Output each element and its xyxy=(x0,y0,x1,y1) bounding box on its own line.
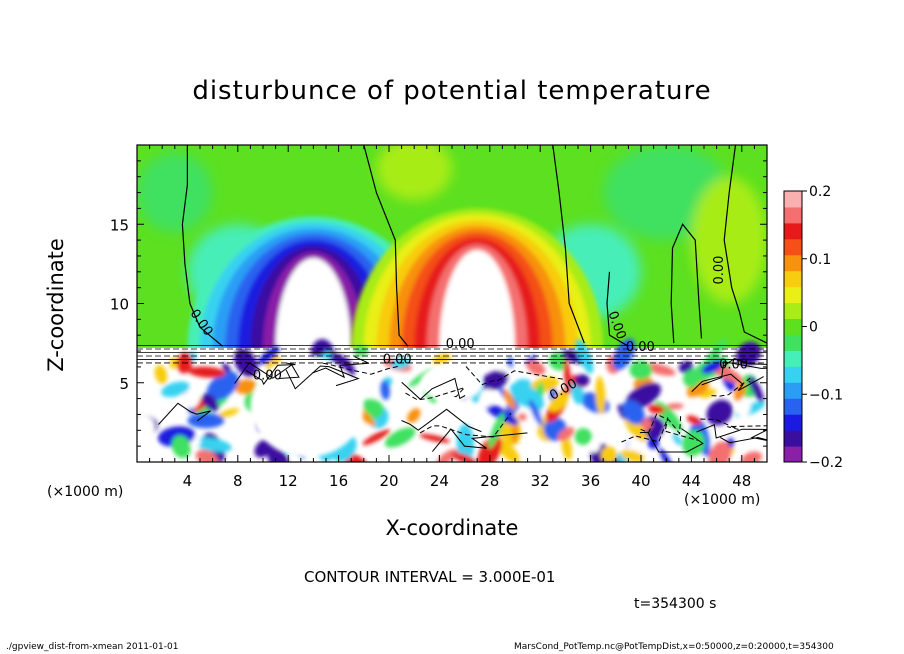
colorbar-segment xyxy=(784,286,802,304)
x-tick-label: 4 xyxy=(183,472,193,490)
colorbar-segment xyxy=(784,414,802,431)
contour-label: 0.00 xyxy=(383,353,412,368)
colorbar-segment xyxy=(784,382,802,399)
contour-interval-label: CONTOUR INTERVAL = 3.000E-01 xyxy=(304,568,556,586)
colorbar-segment xyxy=(784,430,802,447)
colorbar-tick-label: −0.2 xyxy=(809,455,843,471)
colorbar-segment xyxy=(784,191,802,208)
x-tick-label: 12 xyxy=(279,472,298,490)
x-tick-label: 40 xyxy=(631,472,650,490)
lower-contours xyxy=(158,356,767,453)
x-tick-label: 16 xyxy=(329,472,348,490)
colorbar-segment xyxy=(784,254,802,272)
x-tick-label: 24 xyxy=(430,472,449,490)
colorbar-segment xyxy=(784,446,802,463)
y-tick-label: 10 xyxy=(110,296,129,314)
colorbar-segment xyxy=(784,206,802,224)
interface-lines xyxy=(137,345,767,364)
colorbar-segment xyxy=(784,366,802,383)
colorbar-segment xyxy=(784,318,802,335)
contour-label: 0.00 xyxy=(253,369,282,384)
x-tick-label: 32 xyxy=(531,472,550,490)
colorbar-tick-label: 0 xyxy=(809,320,818,336)
colorbar-tick-label: 0.1 xyxy=(809,252,831,268)
colorbar-segment xyxy=(784,238,802,256)
colorbar-segment xyxy=(784,222,802,240)
colorbar-tick-label: −0.1 xyxy=(809,387,843,403)
x-tick-label: 44 xyxy=(682,472,701,490)
chart-title: disturbunce of potential temperature xyxy=(192,76,712,106)
colorbar-segment xyxy=(784,334,802,351)
contour-label: 0.00 xyxy=(712,256,727,285)
x-tick-label: 8 xyxy=(233,472,243,490)
contour-label: 0.00 xyxy=(446,337,475,352)
x-tick-label: 20 xyxy=(379,472,398,490)
colorbar-segment xyxy=(784,302,802,320)
x-axis-label: X-coordinate xyxy=(385,516,519,540)
x-tick-label: 48 xyxy=(732,472,751,490)
x-axis-unit-right: (×1000 m) xyxy=(684,492,761,508)
contour-label: 0.00 xyxy=(719,357,748,372)
colorbar-segment xyxy=(784,350,802,367)
time-label: t=354300 s xyxy=(634,596,717,612)
footer-source: MarsCond_PotTemp.nc@PotTempDist,x=0:5000… xyxy=(514,642,834,652)
footer-command: ./gpview_dist-from-xmean 2011-01-01 xyxy=(6,642,179,652)
x-axis-unit-left: (×1000 m) xyxy=(47,484,124,500)
heatmap-field: 0.000.000.000.000.000.000.000.000.00 xyxy=(137,145,767,462)
lower-layer xyxy=(137,338,767,462)
x-tick-label: 28 xyxy=(480,472,499,490)
y-tick-label: 15 xyxy=(110,216,129,234)
colorbar-tick-label: 0.2 xyxy=(809,184,831,200)
x-tick-label: 36 xyxy=(581,472,600,490)
colorbar-segment xyxy=(784,270,802,288)
colorbar-segment xyxy=(784,398,802,415)
colorbar: 0.2 0.1 0 −0.1 −0.2 xyxy=(783,184,843,471)
contour-lines xyxy=(181,145,767,347)
y-tick-label: 5 xyxy=(119,375,129,393)
contour-label: 0.00 xyxy=(626,340,655,355)
